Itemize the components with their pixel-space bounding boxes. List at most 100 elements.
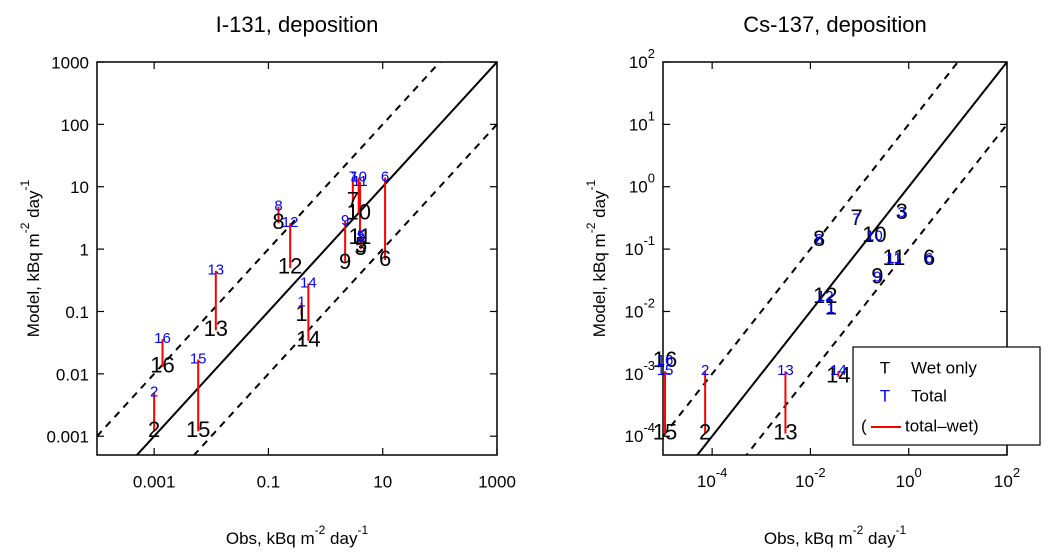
wet-point-label: 6: [923, 245, 935, 270]
wet-point-label: 8: [813, 226, 825, 251]
wet-point-label: 2: [699, 419, 711, 444]
x-axis-label-part: day: [863, 529, 896, 548]
x-axis-label-sup: -1: [357, 523, 368, 537]
total-point-label: 11: [352, 173, 368, 190]
y-tick-label: 0.1: [65, 303, 89, 322]
legend-label: Total: [911, 386, 947, 405]
wet-point-label: 13: [773, 419, 797, 444]
x-axis-label-part: Obs, kBq m: [226, 529, 315, 548]
total-point-label: 8: [815, 231, 823, 248]
legend-label: total–wet): [905, 416, 979, 435]
y-tick-label: 0.001: [46, 428, 89, 447]
reference-line: [663, 62, 960, 437]
total-point-label: 11: [886, 250, 902, 267]
wet-point-label: 2: [148, 417, 160, 442]
total-point-label: 5: [357, 227, 365, 244]
wet-point-label: 3: [354, 235, 366, 260]
total-point-label: 16: [657, 352, 674, 369]
y-tick-label: 10-3: [625, 358, 655, 384]
total-point-label: 6: [925, 250, 933, 267]
wet-point-label: 12: [278, 254, 302, 279]
total-point-label: 3: [356, 229, 364, 246]
wet-point-label: 11: [349, 224, 372, 249]
y-tick-label-exp: -1: [643, 234, 655, 249]
wet-point-label: 3: [896, 199, 908, 224]
legend-marker: T: [880, 386, 890, 405]
y-tick-label: 1: [80, 241, 89, 260]
wet-point-label: 15: [186, 417, 210, 442]
y-tick-label: 10-2: [625, 296, 655, 322]
x-tick-label-base: 10: [795, 472, 814, 491]
x-tick-label: 10-2: [795, 465, 825, 491]
total-point-label: 13: [777, 362, 794, 379]
wet-point-label: 1: [825, 295, 837, 320]
wet-point-label: 7: [850, 205, 862, 230]
y-tick-label: 102: [629, 46, 655, 72]
wet-point-label: 10: [862, 222, 886, 247]
x-axis-label-sup: -2: [853, 523, 864, 537]
plot-area: [97, 62, 497, 455]
x-tick-label: 1000: [478, 472, 516, 491]
legend-bracket: (: [861, 416, 867, 435]
y-axis-label-part: Model, kBq m: [590, 233, 609, 337]
total-point-label: 6: [381, 169, 389, 186]
wet-point-label: 14: [826, 363, 850, 388]
total-point-label: 13: [207, 262, 224, 279]
wet-point-label: 9: [871, 263, 883, 288]
wet-point-label: 12: [813, 283, 837, 308]
x-axis-label-sup: -1: [895, 523, 906, 537]
wet-point-label: 13: [204, 316, 228, 341]
wet-point-label: 14: [296, 327, 320, 352]
total-point-label: 7: [852, 210, 860, 227]
y-tick-label-exp: -2: [643, 296, 655, 311]
x-tick-label: 0.001: [133, 472, 176, 491]
y-tick-label: 101: [629, 109, 655, 135]
legend-box: [852, 346, 1041, 446]
plot-frame: [96, 61, 498, 456]
y-axis-label-sup: -2: [18, 222, 32, 233]
total-point-label: 14: [830, 362, 847, 379]
wet-point-label: 6: [379, 246, 391, 271]
y-tick-label-exp: -4: [643, 421, 655, 436]
total-point-label: 7: [349, 169, 357, 186]
wet-point-label: 10: [346, 199, 370, 224]
x-axis-label-sup: -2: [315, 523, 326, 537]
y-tick-label-base: 10: [625, 365, 644, 384]
chart-title: I-131, deposition: [216, 12, 379, 37]
y-tick-label-exp: 0: [648, 171, 655, 186]
y-tick-label: 1000: [51, 53, 89, 72]
y-axis-label-part: day: [590, 190, 609, 223]
total-point-label: 2: [701, 362, 709, 379]
y-tick-label: 10: [70, 178, 89, 197]
wet-point-label: 9: [339, 249, 351, 274]
reference-line: [696, 62, 1007, 455]
x-axis-label-part: day: [325, 529, 358, 548]
x-tick-label: 102: [994, 465, 1020, 491]
y-axis-label-sup: -1: [584, 179, 598, 190]
y-tick-label-exp: 2: [648, 46, 655, 61]
total-point-label: 10: [350, 169, 367, 186]
y-tick-label-base: 10: [629, 178, 648, 197]
y-tick-label-base: 10: [629, 116, 648, 135]
x-axis-label: Obs, kBq m-2 day-1: [226, 523, 369, 548]
y-axis-label-part: Model, kBq m: [24, 233, 43, 337]
total-point-label: 8: [274, 198, 282, 215]
x-tick-label-exp: -4: [716, 465, 728, 480]
y-axis-label: Model, kBq m-2 day-1: [584, 179, 609, 337]
legend-label: Wet only: [911, 358, 977, 377]
chart-title: Cs-137, deposition: [743, 12, 926, 37]
wet-point-label: 16: [653, 347, 677, 372]
y-tick-label-base: 10: [625, 428, 644, 447]
x-tick-label-exp: 2: [1013, 465, 1020, 480]
x-axis-label-part: Obs, kBq m: [764, 529, 853, 548]
total-point-label: 10: [866, 227, 883, 244]
y-axis-label-part: day: [24, 190, 43, 223]
y-axis-label-sup: -2: [584, 222, 598, 233]
total-point-label: 12: [817, 288, 834, 305]
y-tick-label: 100: [61, 116, 89, 135]
y-tick-label-base: 10: [625, 241, 644, 260]
y-tick-label-exp: 1: [648, 109, 655, 124]
x-tick-label-exp: 0: [915, 465, 922, 480]
legend-marker: T: [880, 358, 890, 377]
